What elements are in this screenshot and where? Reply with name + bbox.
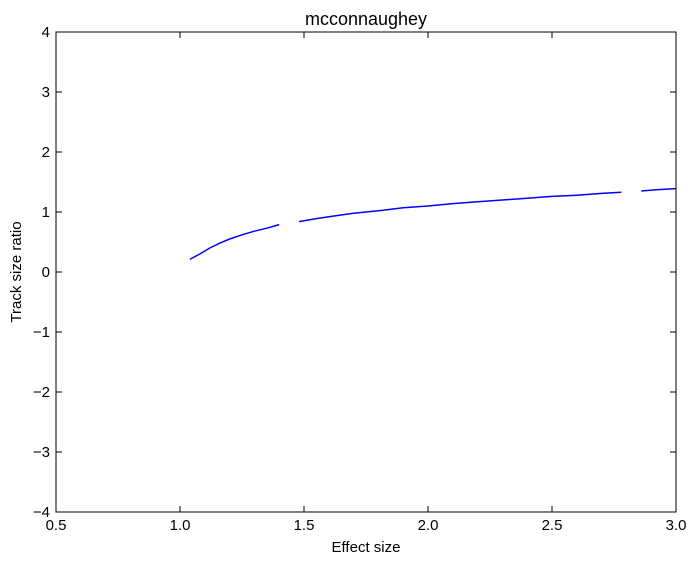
y-tick-label: −3 <box>33 444 50 461</box>
series-line-segment <box>189 223 280 261</box>
series-line-segment <box>298 191 622 223</box>
y-tick-label: 0 <box>42 264 50 281</box>
x-tick-labels: 0.5 1.0 1.5 2.0 2.5 3.0 <box>46 517 687 534</box>
x-tick-label: 3.0 <box>666 517 687 534</box>
y-tick-label: 3 <box>42 84 50 101</box>
y-tick-label: 2 <box>42 144 50 161</box>
x-tick-label: 1.0 <box>170 517 191 534</box>
series-line-segment <box>641 187 677 192</box>
chart-title: mcconnaughey <box>305 9 427 29</box>
y-tick-label: −1 <box>33 324 50 341</box>
x-tick-label: 1.5 <box>294 517 315 534</box>
y-tick-label: −4 <box>33 504 50 521</box>
x-tick-label: 2.0 <box>418 517 439 534</box>
series-lines <box>189 187 677 261</box>
plot-background <box>56 32 676 512</box>
x-axis-label: Effect size <box>332 539 401 556</box>
x-tick-label: 2.5 <box>542 517 563 534</box>
y-tick-label: 1 <box>42 204 50 221</box>
plot-frame <box>55 31 677 513</box>
y-axis-label: Track size ratio <box>8 221 25 322</box>
y-tick-label: 4 <box>42 24 50 41</box>
x-tick-label: 0.5 <box>46 517 67 534</box>
y-tick-label: −2 <box>33 384 50 401</box>
y-tick-labels: −4 −3 −2 −1 0 1 2 3 4 <box>33 24 50 521</box>
